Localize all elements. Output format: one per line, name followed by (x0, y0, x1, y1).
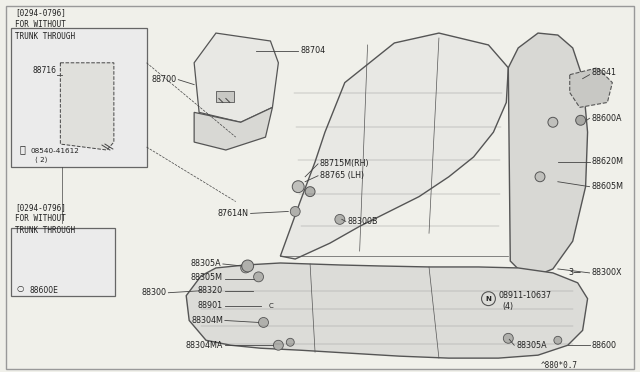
Text: 88305M: 88305M (191, 273, 223, 282)
Text: C: C (268, 302, 273, 309)
Circle shape (292, 181, 304, 193)
Text: 3—: 3— (568, 268, 582, 278)
Text: 88716: 88716 (33, 66, 56, 75)
Text: 88320: 88320 (198, 286, 223, 295)
Circle shape (241, 263, 251, 273)
Text: 88600E: 88600E (29, 286, 58, 295)
Text: 87614N: 87614N (218, 209, 249, 218)
Circle shape (335, 214, 345, 224)
Polygon shape (194, 108, 273, 150)
Text: N: N (486, 296, 492, 302)
Text: 88300X: 88300X (591, 268, 622, 278)
Text: 88300B: 88300B (348, 217, 378, 226)
Text: 88620M: 88620M (591, 157, 623, 166)
Text: [0294-0796]
FOR WITHOUT
TRUNK THROUGH: [0294-0796] FOR WITHOUT TRUNK THROUGH (15, 203, 75, 235)
Polygon shape (570, 68, 612, 108)
Polygon shape (60, 63, 114, 150)
Circle shape (305, 187, 315, 196)
Text: 88901: 88901 (198, 301, 223, 310)
Polygon shape (194, 33, 278, 122)
Circle shape (242, 260, 253, 272)
Text: 88304M: 88304M (191, 316, 223, 325)
Circle shape (554, 336, 562, 344)
Text: 88600A: 88600A (591, 114, 622, 123)
Circle shape (259, 317, 268, 327)
Text: 88300: 88300 (141, 288, 166, 297)
Text: 88704: 88704 (300, 46, 325, 55)
Text: 88304MA: 88304MA (186, 341, 223, 350)
Text: 88715M(RH): 88715M(RH) (320, 159, 370, 169)
Text: 88765 (LH): 88765 (LH) (320, 171, 364, 180)
Polygon shape (508, 33, 588, 279)
Polygon shape (280, 33, 508, 259)
Bar (11, 228, 115, 296)
Text: ⟨ 2⟩: ⟨ 2⟩ (35, 157, 47, 163)
Text: 88600: 88600 (591, 341, 616, 350)
Circle shape (286, 338, 294, 346)
Circle shape (253, 272, 264, 282)
Circle shape (576, 115, 586, 125)
Text: ^880*0.7: ^880*0.7 (541, 361, 578, 370)
Text: 08540-41612: 08540-41612 (31, 148, 79, 154)
Text: 88305A: 88305A (190, 260, 221, 269)
Text: Ⓢ: Ⓢ (20, 144, 26, 154)
Text: 88305A: 88305A (516, 341, 547, 350)
Text: (4): (4) (502, 302, 513, 311)
Text: [0294-0796]
FOR WITHOUT
TRUNK THROUGH: [0294-0796] FOR WITHOUT TRUNK THROUGH (15, 9, 75, 41)
Circle shape (535, 172, 545, 182)
Circle shape (291, 206, 300, 217)
Circle shape (273, 340, 284, 350)
Circle shape (503, 333, 513, 343)
Bar (216, 90, 234, 102)
Text: 08911-10637: 08911-10637 (499, 291, 552, 300)
Text: 88700: 88700 (151, 75, 176, 84)
Text: ○: ○ (17, 284, 24, 293)
Text: 88605M: 88605M (591, 182, 623, 191)
Circle shape (548, 117, 558, 127)
Text: 88641: 88641 (591, 68, 616, 77)
Bar (11, 28, 147, 167)
Polygon shape (186, 263, 588, 358)
